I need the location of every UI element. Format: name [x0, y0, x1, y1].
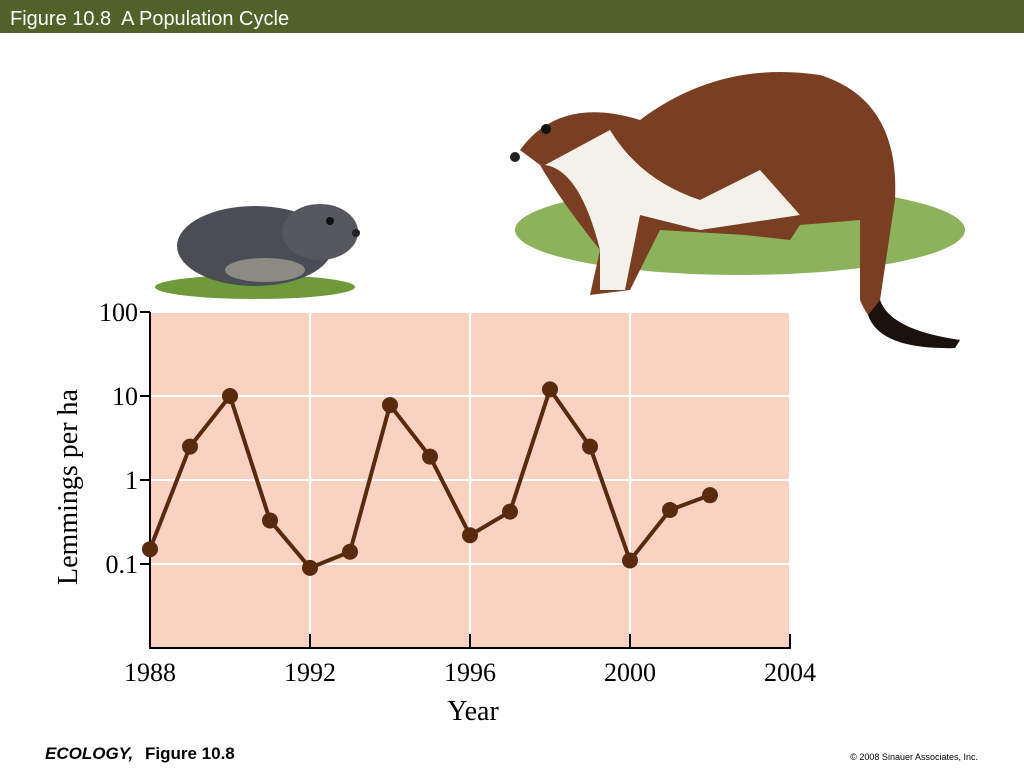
header-title: Figure 10.8 A Population Cycle [10, 8, 289, 30]
x-tick-label: 2000 [604, 658, 656, 687]
data-point [582, 438, 598, 455]
data-point [342, 543, 358, 560]
y-axis-label: Lemmings per ha [53, 388, 84, 585]
data-point [502, 503, 518, 520]
x-tick-label: 2004 [764, 658, 816, 687]
x-tick-label: 1988 [124, 658, 176, 687]
data-point [422, 448, 438, 465]
data-point [222, 388, 238, 404]
x-tick-label: 1996 [444, 658, 496, 687]
weasel-illustration [510, 72, 965, 349]
data-point [142, 541, 158, 558]
data-point [662, 501, 678, 518]
data-point [262, 512, 278, 529]
footer-figure: Figure 10.8 [145, 744, 235, 763]
data-point [382, 397, 398, 414]
footer-book: ECOLOGY, [45, 744, 133, 763]
y-tick-label: 10 [112, 382, 138, 411]
data-point [182, 438, 198, 455]
y-tick-label: 1 [125, 466, 138, 495]
lemming-illustration [155, 204, 360, 299]
footer-copyright: © 2008 Sinauer Associates, Inc. [850, 752, 978, 762]
data-point [622, 552, 638, 569]
data-point [302, 559, 318, 576]
y-tick-label: 100 [99, 298, 138, 327]
data-point [542, 381, 558, 398]
y-tick-label: 0.1 [106, 550, 139, 579]
data-point [702, 487, 718, 504]
x-tick-label: 1992 [284, 658, 336, 687]
chart: 0.1 1 10 100 1988 1992 1996 2000 2004 Year Lemming… [53, 298, 816, 727]
x-axis-label: Year [447, 696, 499, 727]
data-point [462, 527, 478, 544]
header-bar [0, 0, 1024, 33]
